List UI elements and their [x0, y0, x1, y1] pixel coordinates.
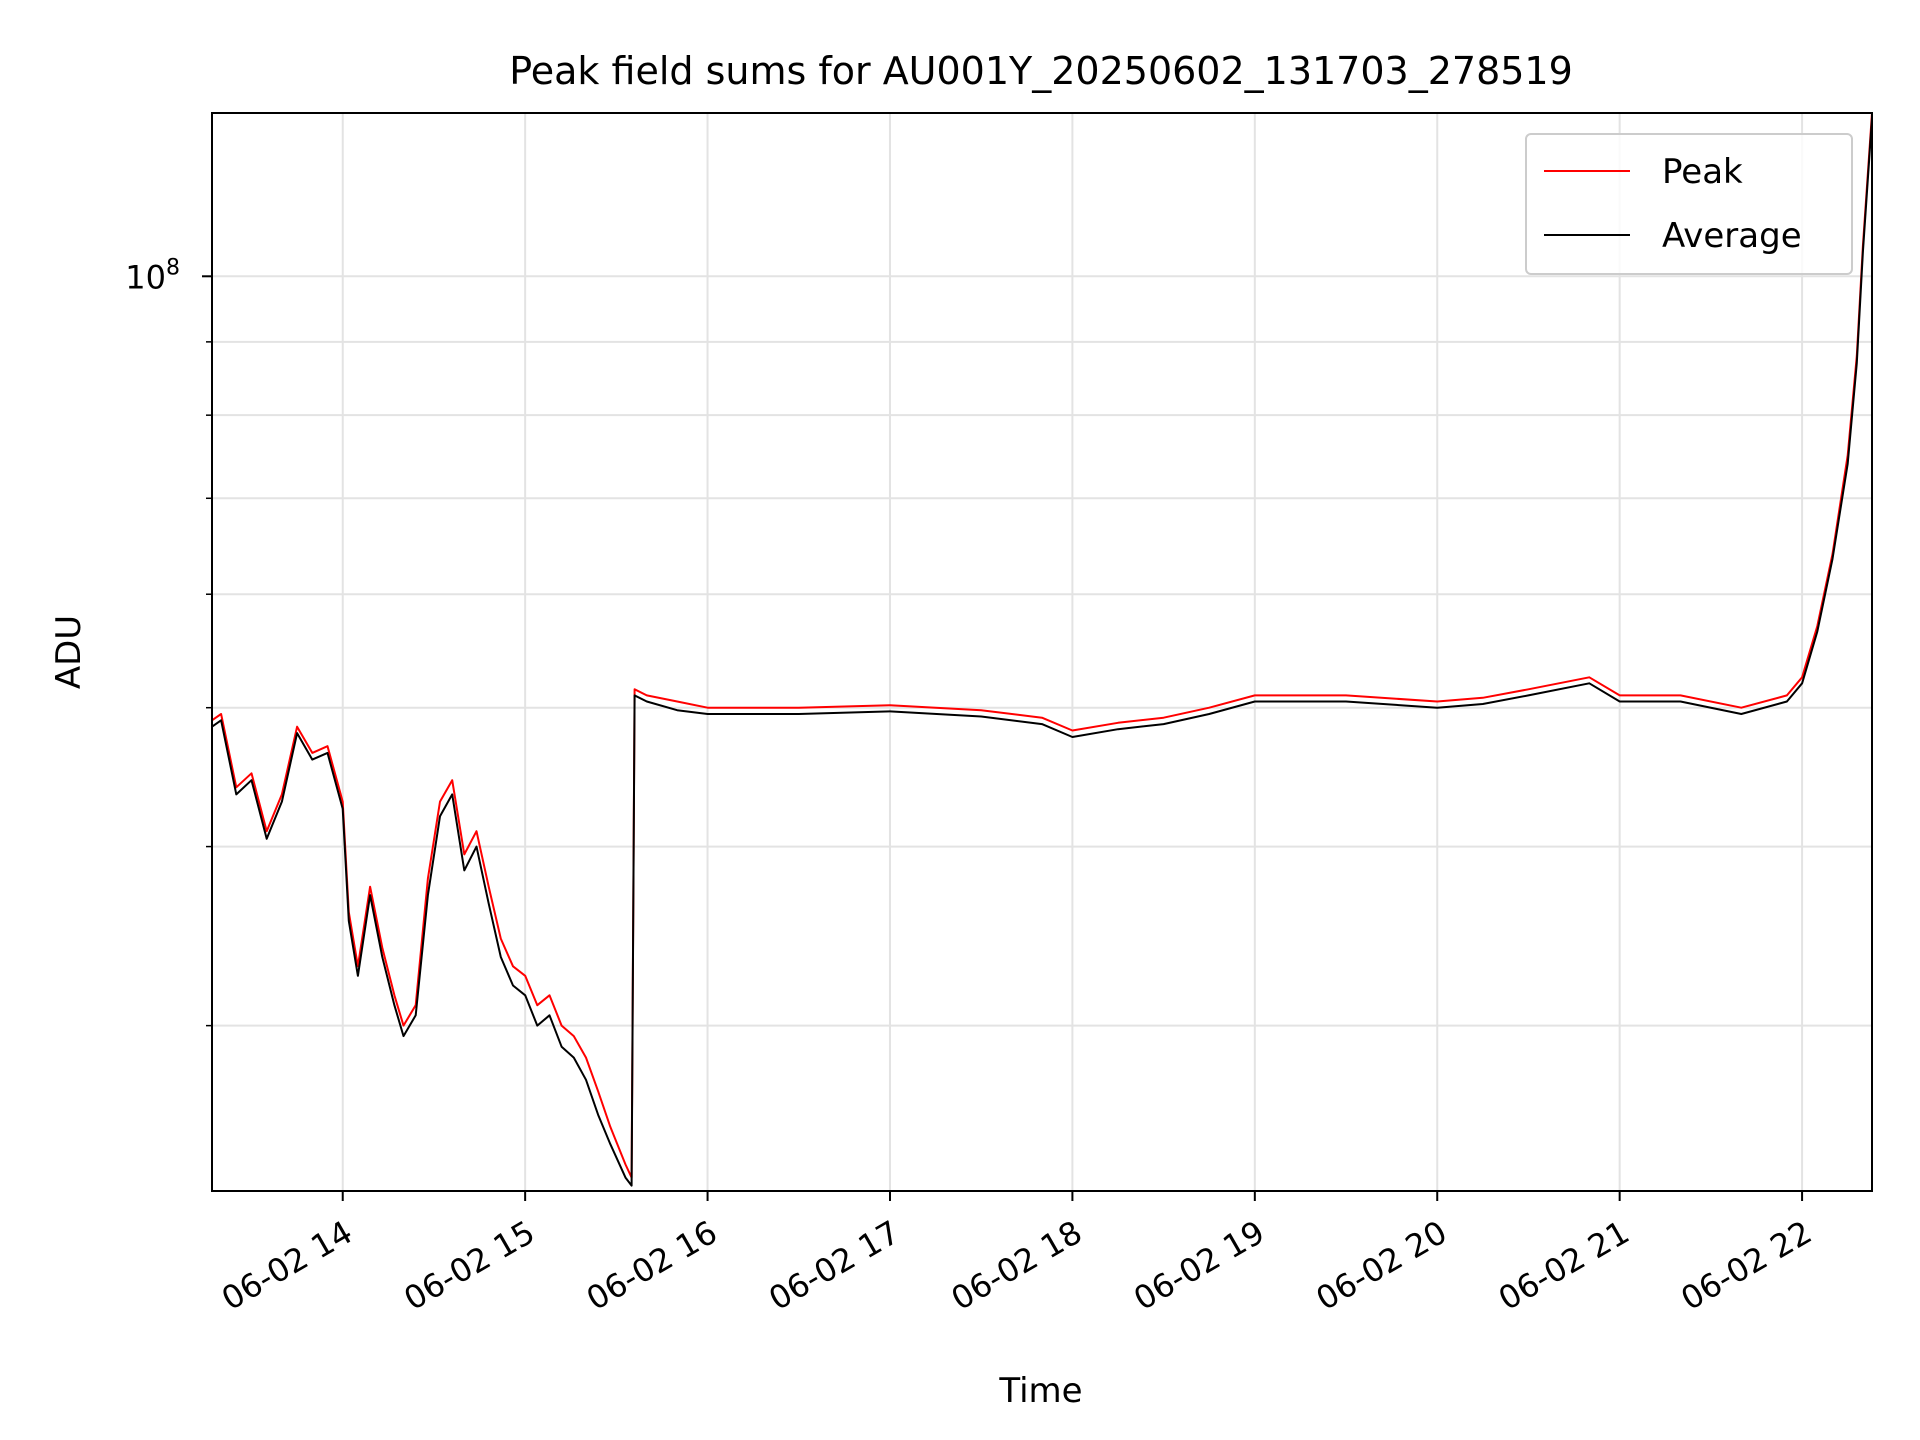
legend-box: [1525, 133, 1853, 275]
y-tick-base: 10: [125, 258, 166, 296]
legend-label-average: Average: [1662, 216, 1802, 256]
legend: Peak Average: [1525, 133, 1853, 275]
grid: [212, 113, 1872, 1191]
series-line-average: [211, 117, 1873, 1187]
series-line-peak: [211, 112, 1873, 1179]
legend-label-peak: Peak: [1662, 152, 1743, 192]
y-tick-label: 108: [125, 255, 180, 296]
plot-frame: [211, 112, 1873, 1192]
series-layer: [211, 112, 1873, 1187]
y-axis: 108: [125, 255, 212, 1027]
chart-title: Peak field sums for AU001Y_20250602_1317…: [509, 49, 1573, 93]
x-axis-label: Time: [998, 1371, 1082, 1411]
y-axis-label: ADU: [49, 615, 89, 689]
y-tick-exponent: 8: [166, 255, 180, 280]
